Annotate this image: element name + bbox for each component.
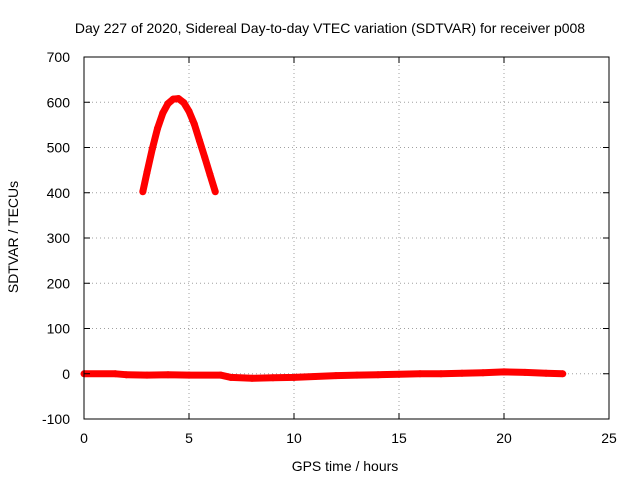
data-point-baseline [521, 368, 529, 376]
data-point-baseline [185, 371, 193, 379]
data-point-arc [190, 120, 198, 128]
x-tick-label: 25 [601, 430, 617, 446]
data-point-baseline [311, 373, 319, 380]
data-point-arc [164, 100, 172, 108]
y-tick-label: 400 [47, 185, 71, 201]
x-axis-title: GPS time / hours [292, 458, 399, 474]
data-point-baseline [164, 371, 172, 379]
data-point-arc [211, 188, 219, 196]
y-tick-label: 200 [47, 275, 71, 291]
data-point-baseline [248, 374, 256, 382]
y-axis-title: SDTVAR / TECUs [5, 181, 21, 293]
data-point-baseline [332, 372, 340, 380]
data-point-arc [185, 107, 193, 115]
data-point-baseline [559, 370, 567, 378]
data-point-baseline [269, 374, 277, 382]
data-point-baseline [143, 371, 151, 379]
data-point-arc [154, 125, 161, 132]
y-tick-label: 500 [47, 140, 71, 156]
y-tick-label: 700 [47, 49, 71, 65]
y-tick-label: 100 [47, 321, 71, 337]
data-point-arc [143, 168, 151, 176]
series-line-baseline [84, 368, 563, 382]
data-point-baseline [500, 368, 508, 376]
data-point-baseline [479, 369, 487, 377]
x-tick-label: 5 [185, 430, 193, 446]
data-point-baseline [395, 370, 403, 378]
x-tick-label: 0 [80, 430, 88, 446]
y-tick-label: 0 [62, 366, 70, 382]
x-tick-label: 15 [391, 430, 407, 446]
data-point-baseline [458, 369, 466, 377]
y-tick-label: -100 [42, 411, 70, 427]
data-point-baseline [217, 371, 224, 379]
data-point-baseline [227, 373, 235, 381]
data-point-arc [159, 109, 167, 117]
axis-ticks: 0 5 10 15 20 25 -100 0 100 200 300 400 500 600 700 [42, 49, 617, 446]
data-point-baseline [437, 370, 445, 378]
data-point-baseline [353, 371, 361, 379]
chart-title: Day 227 of 2020, Sidereal Day-to-day VTE… [75, 20, 585, 36]
data-point-arc [206, 171, 214, 179]
x-tick-label: 10 [286, 430, 302, 446]
data-point-arc [180, 99, 188, 107]
data-point-baseline [416, 370, 424, 378]
y-tick-label: 600 [47, 94, 71, 110]
data-point-baseline [374, 371, 382, 379]
data-point-baseline [122, 371, 130, 379]
data-point-baseline [290, 373, 298, 381]
data-point-arc [175, 95, 182, 103]
series-layer [80, 95, 567, 382]
data-point-baseline [542, 369, 550, 377]
data-point-baseline [112, 370, 119, 378]
data-point-arc [169, 95, 177, 103]
data-point-arc [139, 188, 147, 196]
y-tick-label: 300 [47, 230, 71, 246]
series-line-arc [139, 95, 219, 193]
data-point-arc [148, 145, 156, 153]
x-tick-label: 20 [496, 430, 512, 446]
data-point-arc [201, 154, 209, 161]
data-point-arc [196, 137, 203, 145]
